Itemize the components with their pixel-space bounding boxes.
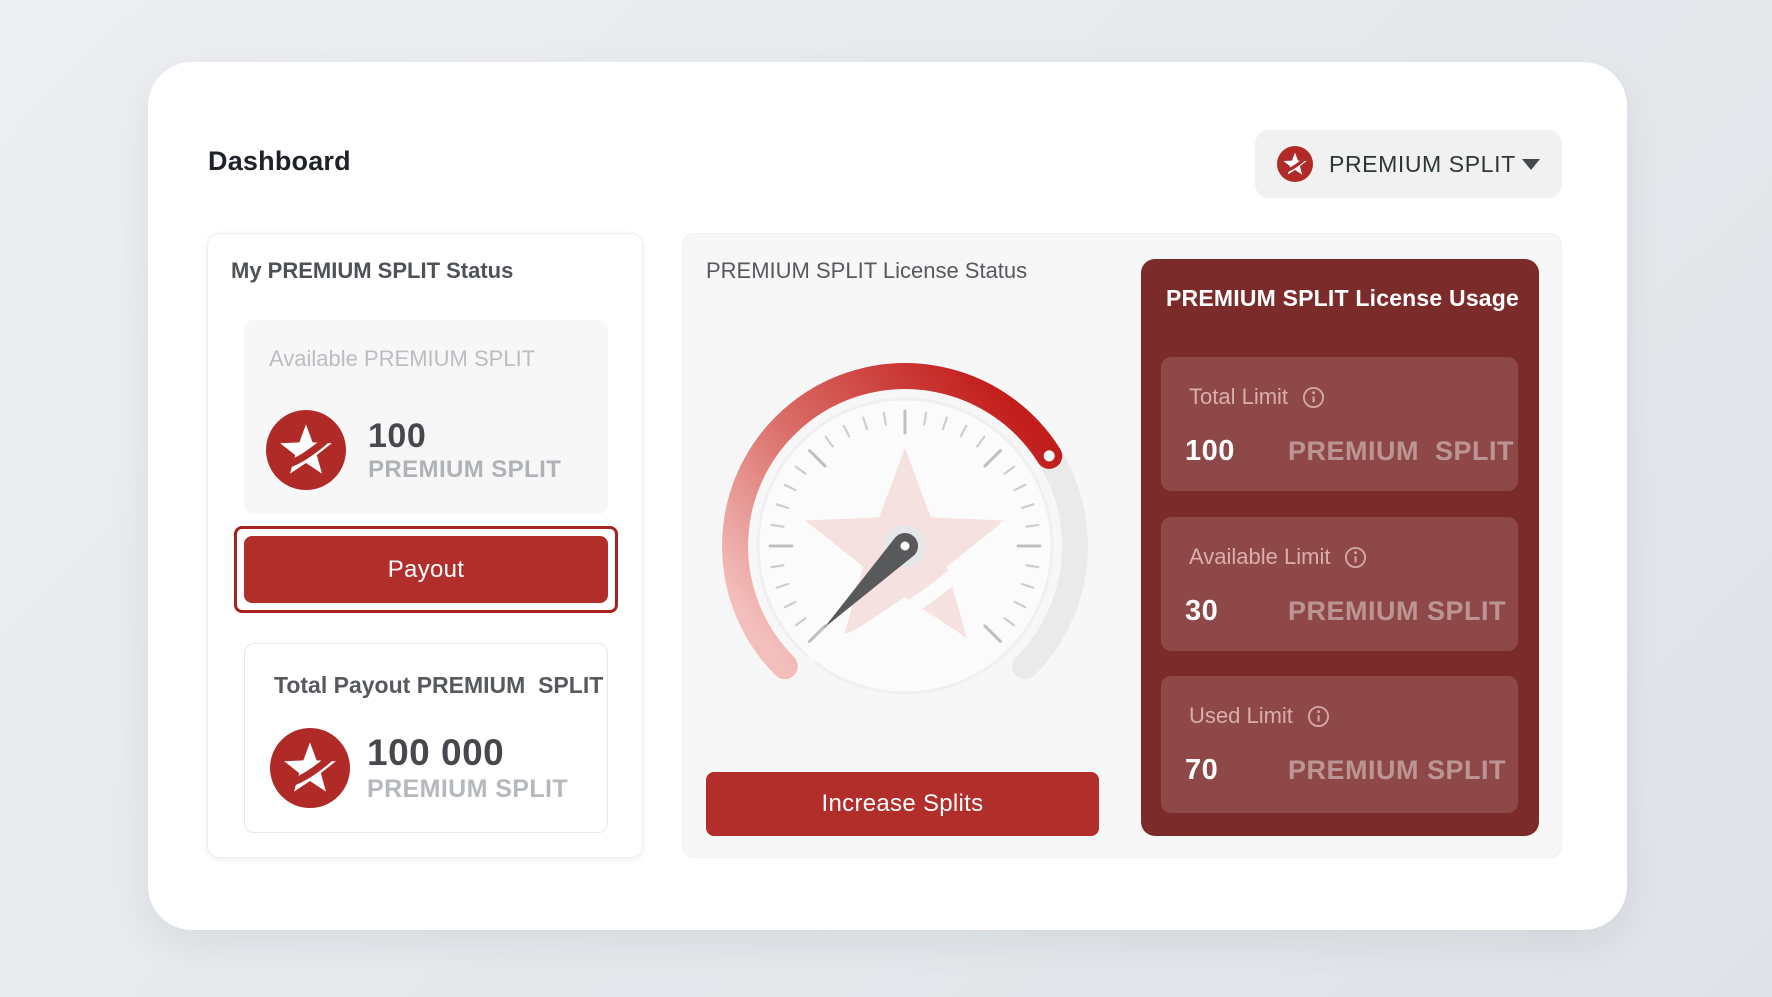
status-card: My PREMIUM SPLIT Status Available PREMIU…: [207, 233, 643, 858]
usage-label-text: Available Limit: [1189, 544, 1331, 569]
license-usage-panel: PREMIUM SPLIT License Usage Total Limit …: [1141, 259, 1539, 836]
available-label: Available PREMIUM SPLIT: [269, 346, 536, 371]
available-value: 100: [368, 417, 427, 455]
used-limit-card: Used Limit 70 PREMIUM SPLIT: [1161, 676, 1518, 813]
status-card-title: My PREMIUM SPLIT Status: [231, 258, 514, 283]
increase-splits-button[interactable]: Increase Splits: [706, 772, 1099, 836]
usage-label-text: Total Limit: [1189, 384, 1289, 409]
total-payout-value: 100 000: [367, 732, 505, 773]
license-usage-gauge: [722, 363, 1088, 695]
used-limit-label: Used Limit: [1189, 703, 1330, 729]
license-status-panel: PREMIUM SPLIT License Status: [682, 233, 1562, 858]
license-usage-title: PREMIUM SPLIT License Usage: [1166, 285, 1520, 311]
used-limit-value: 70: [1185, 754, 1219, 786]
premium-split-logo-icon: [1277, 146, 1313, 182]
account-switcher-label: PREMIUM SPLIT: [1329, 150, 1516, 177]
premium-split-star-icon: [266, 410, 346, 490]
license-status-title: PREMIUM SPLIT License Status: [706, 258, 1028, 283]
main-card: Dashboard PREMIUM SPLIT My PREMIUM SPLIT…: [148, 62, 1627, 930]
gauge-fill-arc: [722, 363, 1063, 680]
used-limit-unit: PREMIUM SPLIT: [1288, 755, 1507, 785]
gauge-needle: [824, 525, 926, 628]
total-payout-label: Total Payout PREMIUM SPLIT: [274, 672, 604, 698]
total-limit-unit: PREMIUM SPLIT: [1288, 436, 1515, 466]
gauge-ticks: [768, 409, 1042, 643]
premium-split-star-icon: [270, 728, 350, 808]
available-limit-label: Available Limit: [1189, 544, 1367, 570]
gauge-endpoint-dot: [1043, 450, 1055, 462]
total-limit-card: Total Limit 100 PREMIUM SPLIT: [1161, 357, 1518, 491]
usage-label-text: Used Limit: [1189, 703, 1293, 728]
payout-button[interactable]: Payout: [244, 536, 608, 603]
total-payout-unit: PREMIUM SPLIT: [367, 775, 569, 803]
available-premium-split-box: Available PREMIUM SPLIT 100 PREMIUM SPLI…: [244, 320, 608, 514]
info-icon[interactable]: [1344, 546, 1367, 569]
account-switcher-dropdown[interactable]: PREMIUM SPLIT: [1255, 130, 1562, 198]
page-title: Dashboard: [208, 146, 351, 176]
chevron-down-icon: [1522, 158, 1540, 170]
info-icon[interactable]: [1307, 705, 1330, 728]
payout-highlight-ring: Payout: [234, 526, 618, 613]
available-unit: PREMIUM SPLIT: [368, 456, 562, 483]
info-icon[interactable]: [1302, 386, 1325, 409]
available-limit-value: 30: [1185, 595, 1219, 627]
total-limit-label: Total Limit: [1189, 384, 1325, 410]
available-limit-unit: PREMIUM SPLIT: [1288, 596, 1507, 626]
total-payout-box: Total Payout PREMIUM SPLIT 100 000 PREMI…: [244, 643, 608, 833]
total-limit-value: 100: [1185, 435, 1235, 467]
available-limit-card: Available Limit 30 PREMIUM SPLIT: [1161, 517, 1518, 651]
